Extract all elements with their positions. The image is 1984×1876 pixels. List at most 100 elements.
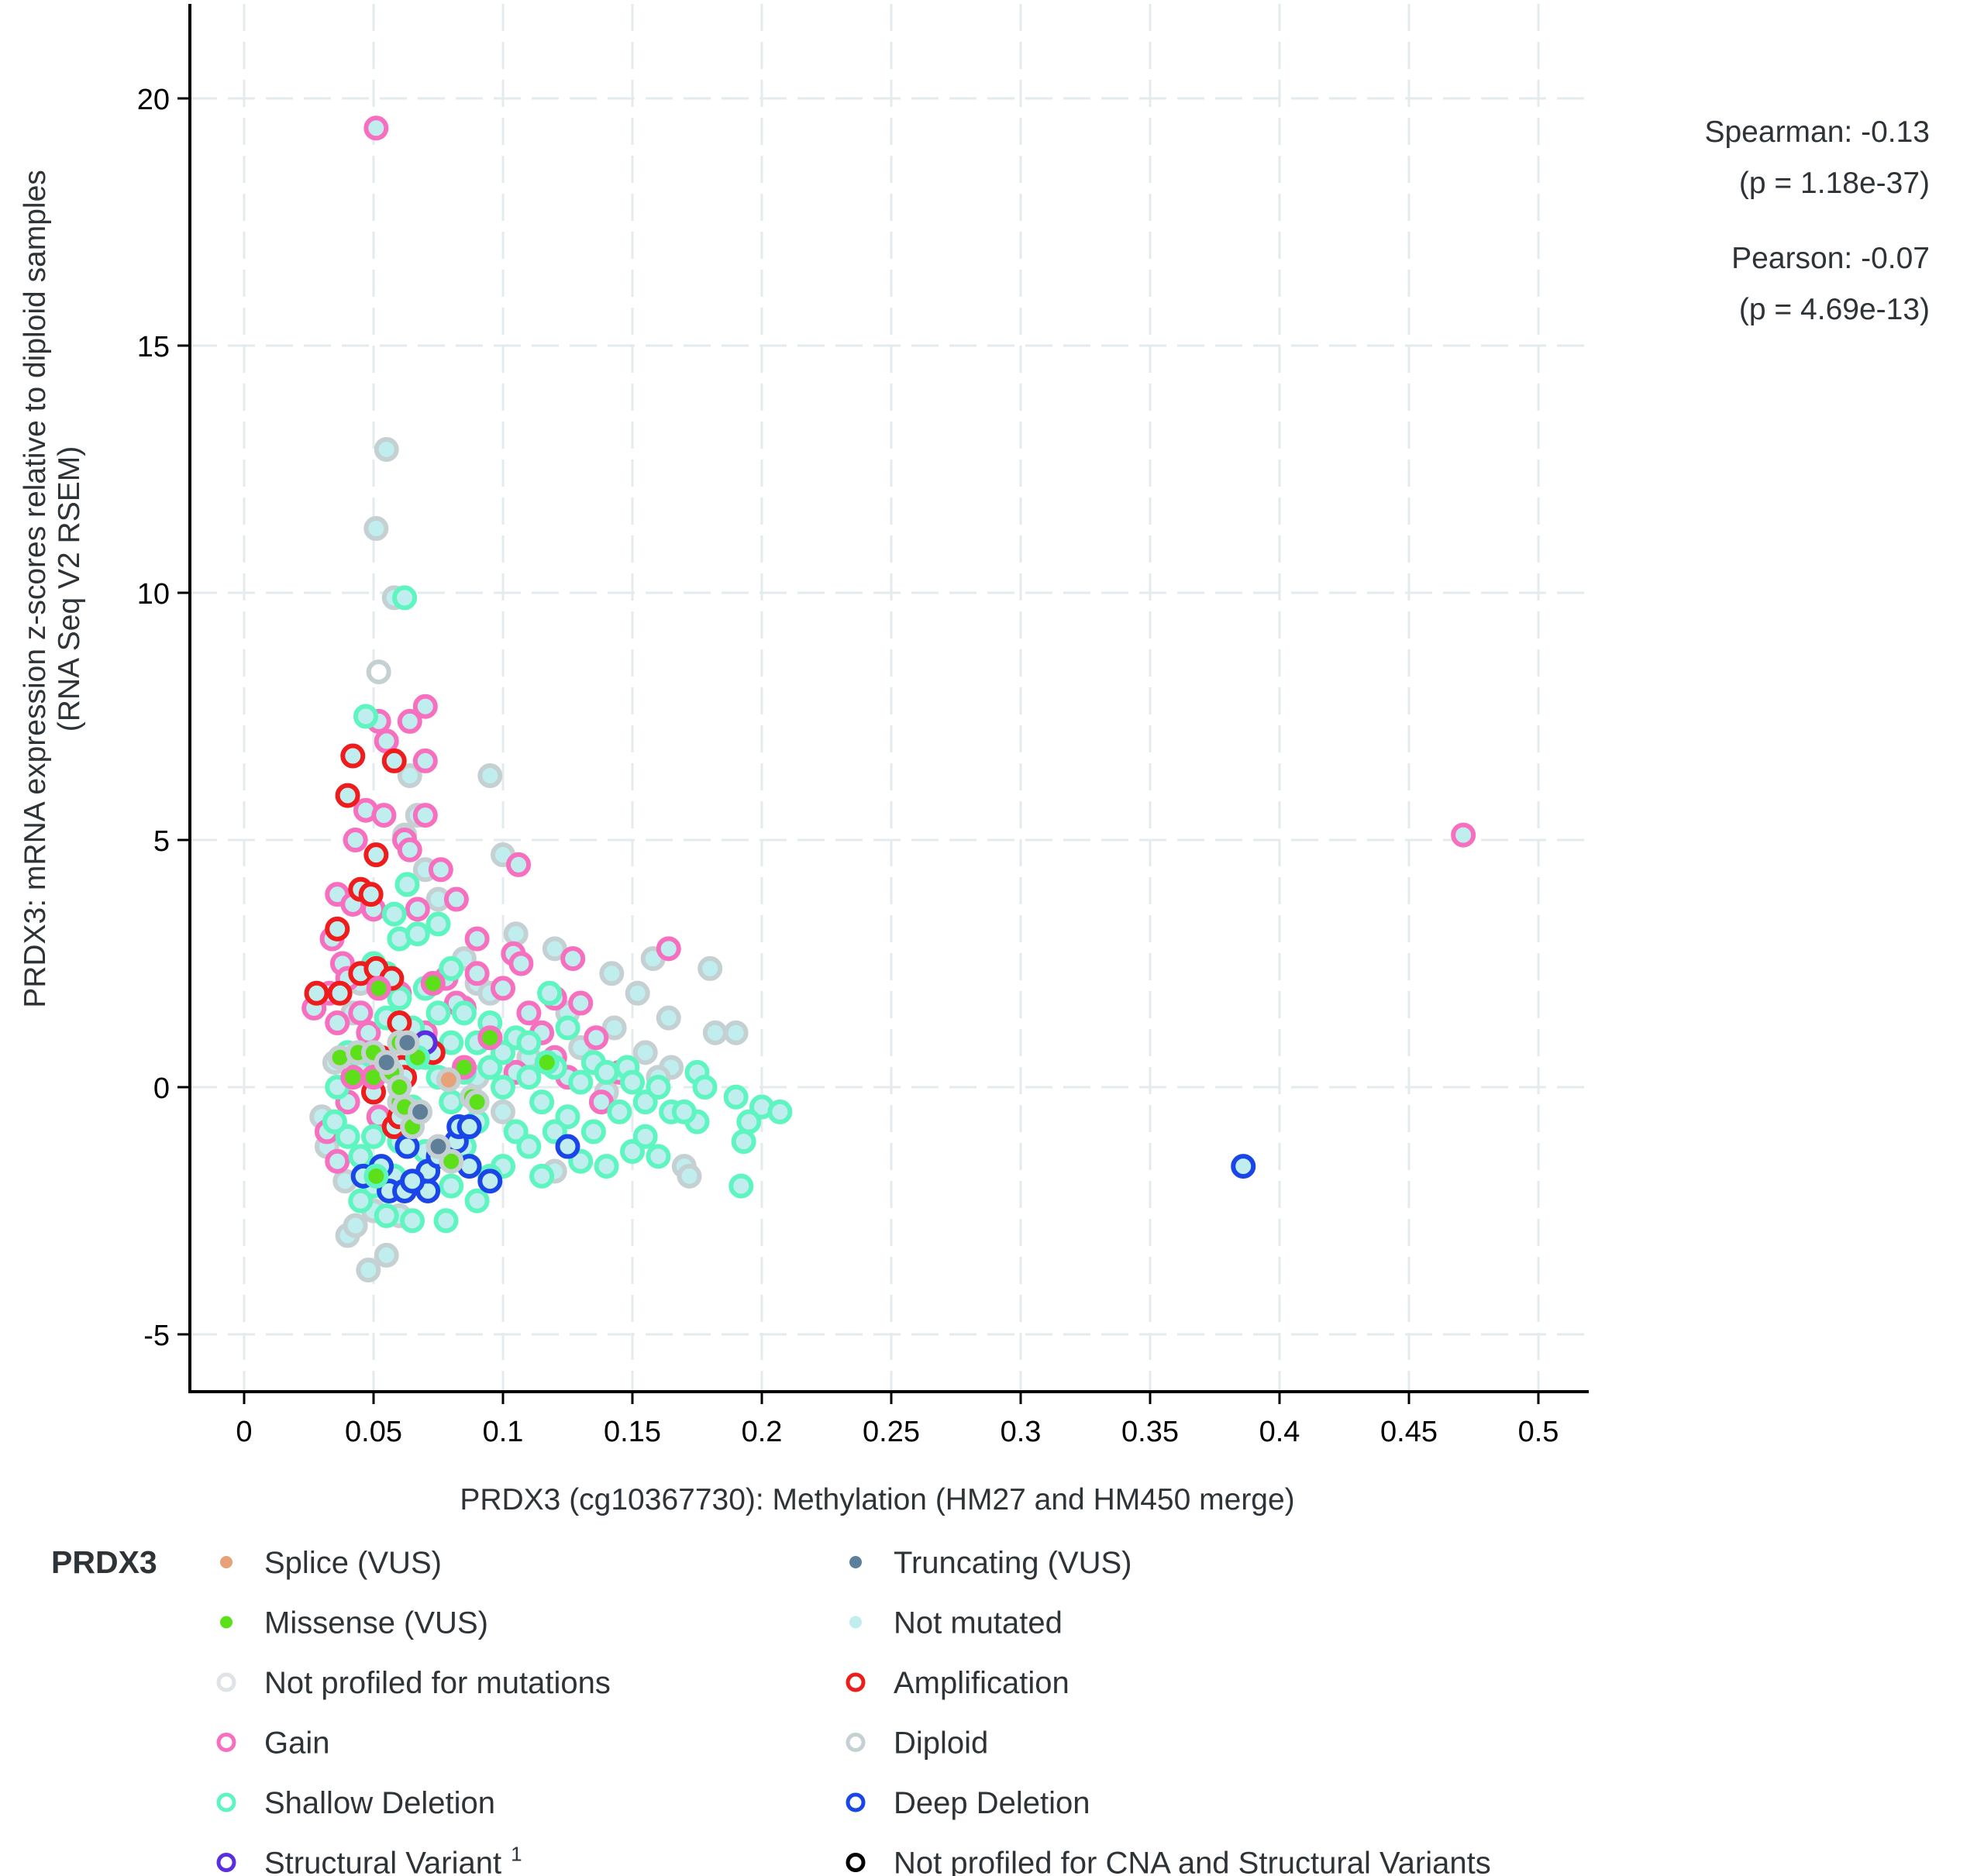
point-shallow[interactable] [516,1030,542,1055]
point-gain[interactable] [397,708,422,734]
point-deep[interactable] [456,1114,482,1140]
point-gain[interactable] [491,976,515,1001]
point-shallow[interactable] [568,1069,594,1095]
point-shallow[interactable] [451,1000,477,1026]
point-diploid[interactable] [374,436,399,462]
point-gain[interactable] [560,946,586,972]
point-shallow[interactable] [361,1124,386,1149]
point-deep[interactable] [477,1169,503,1194]
point-missense[interactable] [534,1050,560,1076]
point-shallow[interactable] [425,1000,451,1026]
point-diploid[interactable] [477,763,503,789]
point-diploid[interactable] [503,921,529,947]
point-shallow[interactable] [374,1203,399,1228]
point-deep[interactable] [400,1169,425,1194]
point-amp[interactable] [327,980,353,1006]
point-truncating[interactable] [425,1134,451,1159]
point-missense[interactable] [439,1148,464,1174]
point-shallow[interactable] [425,911,451,937]
point-missense[interactable] [366,976,391,1001]
point-shallow[interactable] [381,901,407,927]
point-diploid[interactable] [632,1040,658,1065]
point-shallow[interactable] [646,1075,671,1100]
point-amp[interactable] [381,748,407,773]
point-splice[interactable] [436,1067,461,1093]
point-shallow[interactable] [353,704,378,729]
point-shallow[interactable] [731,1129,756,1155]
point-gain[interactable] [506,852,532,877]
point-shallow[interactable] [607,1099,632,1124]
point-gain[interactable] [412,803,438,828]
point-amp[interactable] [387,1010,412,1036]
point-diploid[interactable] [363,516,389,542]
point-shallow[interactable] [568,1148,594,1174]
point-shallow[interactable] [394,872,420,897]
point-gain[interactable] [412,748,438,773]
point-gain[interactable] [464,961,490,986]
point-gain[interactable] [374,728,399,754]
point-shallow[interactable] [580,1119,606,1145]
point-diploid[interactable] [656,1005,681,1031]
point-diploid[interactable] [625,980,650,1006]
point-diploid[interactable] [698,955,723,981]
point-shallow[interactable] [322,1109,347,1134]
point-diploid[interactable] [677,1163,702,1189]
point-deep[interactable] [394,1134,420,1159]
point-shallow[interactable] [516,1134,542,1159]
point-gain[interactable] [656,936,681,962]
point-shallow[interactable] [555,1104,580,1130]
point-shallow[interactable] [723,1084,749,1110]
point-amp[interactable] [363,842,389,868]
point-amp[interactable] [335,783,360,808]
point-missense[interactable] [477,1025,503,1051]
point-gain[interactable] [464,926,490,952]
point-shallow[interactable] [503,1119,529,1145]
point-shallow[interactable] [491,1040,515,1065]
point-gain[interactable] [584,1025,609,1051]
point-diploid[interactable] [356,1258,381,1283]
point-gain[interactable] [397,837,422,862]
point-amp[interactable] [358,882,384,907]
point-shallow[interactable] [728,1173,754,1199]
point-shallow[interactable] [335,1124,360,1149]
point-amp[interactable] [304,980,329,1006]
point-shallow[interactable] [632,1089,658,1115]
point-missense[interactable] [464,1089,490,1115]
point-gain[interactable] [325,1148,350,1174]
point-gain[interactable] [363,115,389,141]
point-shallow[interactable] [477,1055,503,1080]
point-shallow[interactable] [433,1208,459,1234]
point-shallow[interactable] [529,1163,555,1189]
point-shallow[interactable] [767,1099,793,1124]
point-gain[interactable] [588,1089,614,1115]
point-gain[interactable] [348,1000,374,1026]
point-shallow[interactable] [439,1089,464,1115]
point-notprof[interactable] [366,659,391,685]
point-missense[interactable] [387,1075,412,1100]
point-gain[interactable] [325,1010,350,1036]
point-shallow[interactable] [555,1015,580,1041]
point-shallow[interactable] [671,1099,697,1124]
point-truncating[interactable] [408,1099,433,1124]
point-gain[interactable] [412,694,438,719]
point-shallow[interactable] [594,1154,619,1179]
point-diploid[interactable] [491,1099,515,1124]
point-shallow[interactable] [620,1069,645,1095]
point-shallow[interactable] [692,1075,718,1100]
point-gain[interactable] [405,897,430,922]
point-shallow[interactable] [348,1144,374,1169]
point-shallow[interactable] [464,1188,490,1213]
point-missense[interactable] [451,1055,477,1080]
point-diploid[interactable] [542,936,567,962]
point-gain[interactable] [508,951,534,976]
point-deep[interactable] [1231,1154,1256,1179]
point-deep[interactable] [555,1134,580,1159]
point-shallow[interactable] [529,1089,555,1115]
point-gain[interactable] [568,990,594,1016]
point-shallow[interactable] [439,1030,464,1055]
point-missense[interactable] [420,971,446,997]
point-shallow[interactable] [736,1109,762,1134]
point-gain[interactable] [428,857,453,883]
point-gain[interactable] [516,1000,542,1026]
point-missense[interactable] [363,1163,389,1189]
